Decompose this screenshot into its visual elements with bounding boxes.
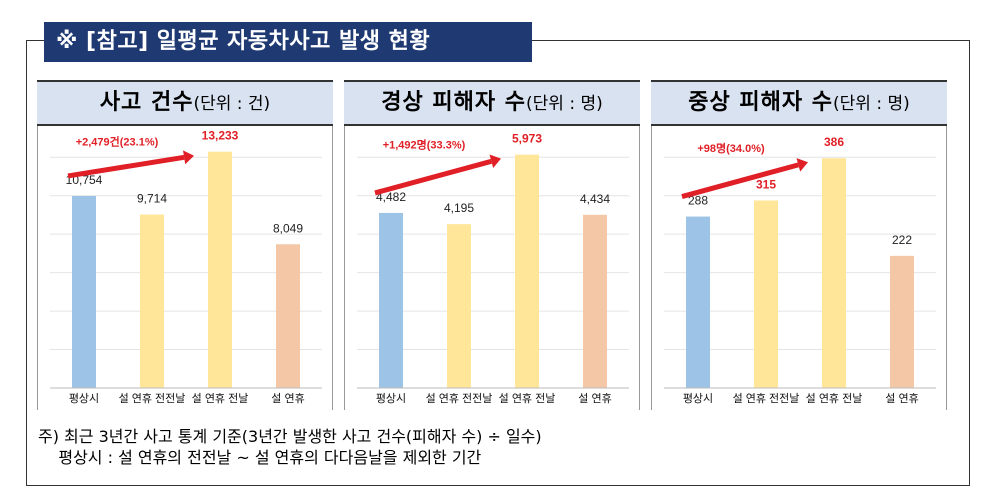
trend-arrow-line [374,158,493,196]
bar [447,224,471,388]
bar [822,158,846,388]
panel-header: 경상 피해자 수(단위 : 명) [344,80,640,126]
bar-chart-minor-injuries: 4,482 평상시 4,195 설 연휴 전전날 5,973 설 연휴 전날 4,434 설 … [357,132,629,405]
data-label: 4,195 [444,201,474,215]
category-label: 평상시 [376,392,406,405]
bar [515,154,539,388]
bar [208,151,232,388]
data-label: 5,973 [512,132,542,146]
bar [583,214,607,388]
panel-unit: (단위 : 건) [193,94,271,114]
trend-arrow-head [183,150,194,165]
bar [686,216,710,388]
data-label: 222 [892,233,912,247]
panel-title: 사고 건수 [99,90,194,115]
chart-area: 4,482 평상시 4,195 설 연휴 전전날 5,973 설 연휴 전날 4,434 설 … [344,126,640,410]
bar [276,244,300,388]
chart-area: 288 평상시 315 설 연휴 전전날 386 설 연휴 전날 222 설 연휴 +98명(3… [651,126,947,410]
category-label: 평상시 [69,392,99,405]
data-label: 315 [756,178,776,192]
figure-title: ※ [참고] 일평균 자동차사고 발생 현황 [44,22,532,62]
footnote-line-1: 주) 최근 3년간 사고 통계 기준(3년간 발생한 사고 건수(피해자 수) … [38,427,542,446]
category-label: 설 연휴 전날 [192,392,249,405]
data-label: 9,714 [137,192,167,206]
footnote-line-2: 평상시 : 설 연휴의 전전날 ~ 설 연휴의 다다음날을 제외한 기간 [38,448,482,467]
trend-arrow-head [489,154,501,169]
panel-title: 중상 피해자 수 [688,90,834,115]
data-label: 4,482 [376,190,406,204]
panel-unit: (단위 : 명) [833,94,910,114]
data-label: 386 [824,135,844,149]
category-label: 평상시 [683,392,713,405]
bar [754,200,778,388]
change-annotation: +1,492명(33.3%) [383,138,466,152]
category-label: 설 연휴 [885,392,918,405]
bar [379,212,403,388]
category-label: 설 연휴 전전날 [426,392,493,405]
data-label: 4,434 [580,192,610,206]
panel-unit: (단위 : 명) [526,94,603,114]
bar [72,195,96,388]
bar [890,255,914,388]
bar [140,214,164,388]
chart-panel-serious-injuries: 중상 피해자 수(단위 : 명) 288 평상시 315 설 연휴 전전날 386 설 연… [651,80,947,410]
trend-arrow-line [67,154,185,179]
footnote: 주) 최근 3년간 사고 통계 기준(3년간 발생한 사고 건수(피해자 수) … [38,426,542,468]
panel-header: 사고 건수(단위 : 건) [37,80,333,126]
panel-title: 경상 피해자 수 [381,90,527,115]
panel-header: 중상 피해자 수(단위 : 명) [651,80,947,126]
category-label: 설 연휴 전날 [806,392,863,405]
bar-chart-serious-injuries: 288 평상시 315 설 연휴 전전날 386 설 연휴 전날 222 설 연휴 +98명(3… [664,135,936,405]
chart-panel-minor-injuries: 경상 피해자 수(단위 : 명) 4,482 평상시 4,195 설 연휴 전전날 5,… [344,80,640,410]
change-annotation: +98명(34.0%) [697,141,765,155]
trend-arrow-head [796,158,808,172]
category-label: 설 연휴 [271,392,304,405]
category-label: 설 연휴 전전날 [733,392,800,405]
data-label: 8,049 [273,221,303,235]
chart-panel-accidents: 사고 건수(단위 : 건) 10,754 평상시 9,714 설 연휴 전전날 13,2… [37,80,333,410]
category-label: 설 연휴 전전날 [119,392,186,405]
category-label: 설 연휴 [578,392,611,405]
category-label: 설 연휴 전날 [499,392,556,405]
chart-area: 10,754 평상시 9,714 설 연휴 전전날 13,233 설 연휴 전날 8,049… [37,126,333,410]
data-label: 288 [688,194,708,208]
data-label: 13,233 [202,129,239,143]
trend-arrow-line [681,162,800,199]
change-annotation: +2,479건(23.1%) [76,135,159,149]
